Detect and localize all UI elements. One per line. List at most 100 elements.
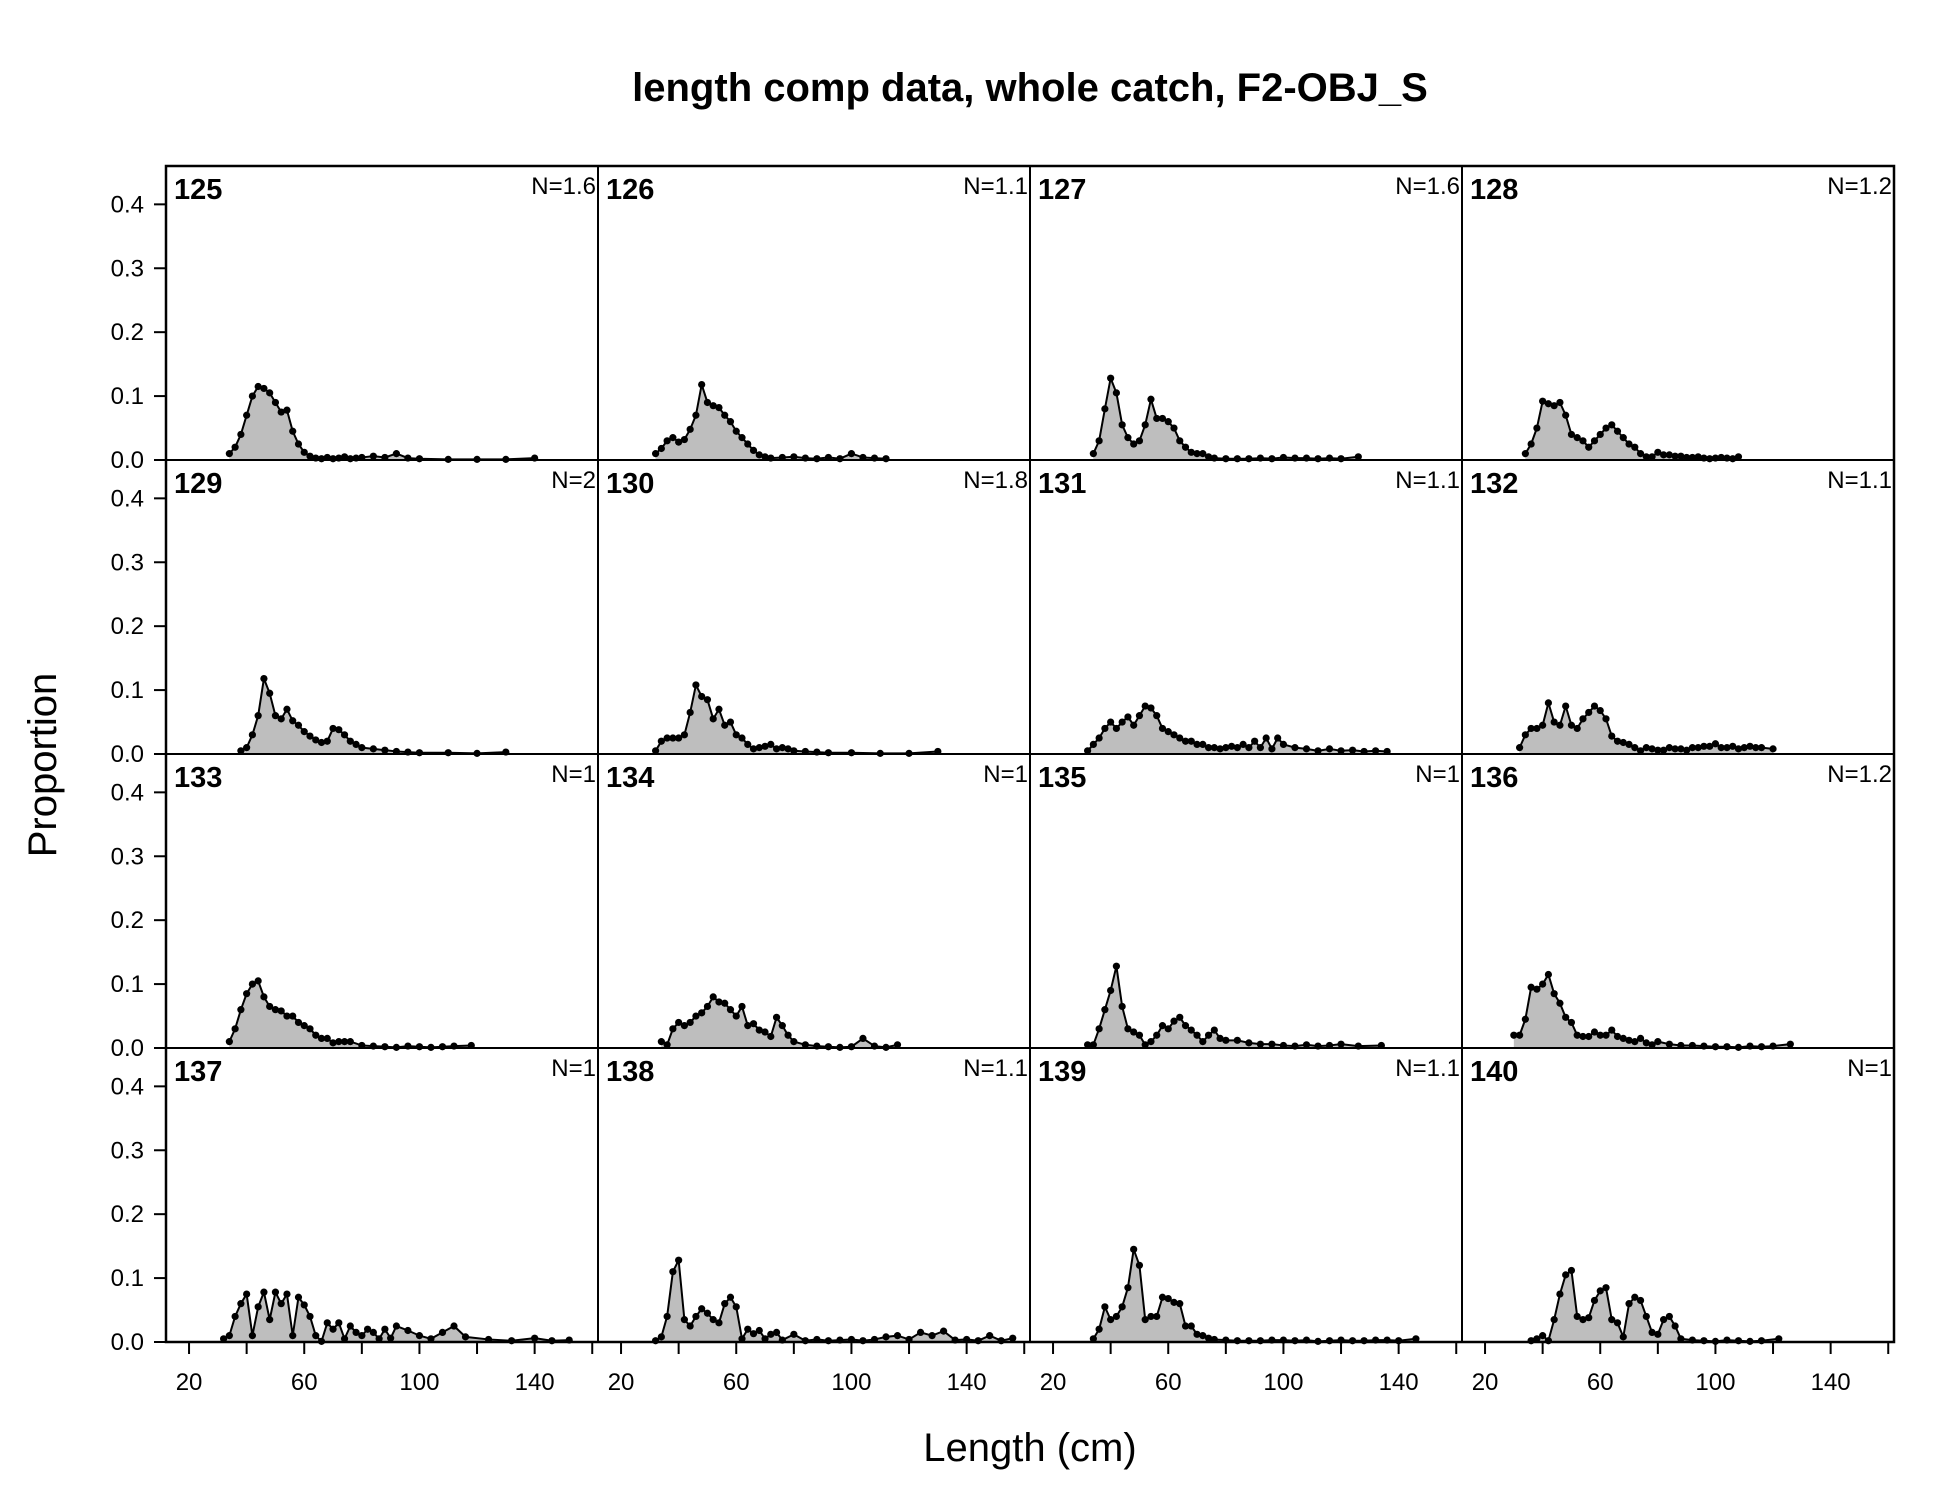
point-131-22 — [1210, 744, 1218, 752]
y-tick-label: 0.2 — [111, 319, 144, 346]
point-139-18 — [1193, 1330, 1201, 1338]
point-129-3 — [254, 712, 262, 720]
point-131-35 — [1291, 744, 1299, 752]
point-129-5 — [266, 689, 274, 697]
point-133-9 — [277, 1007, 285, 1015]
point-128-24 — [1660, 451, 1668, 459]
point-139-3 — [1107, 1316, 1115, 1324]
point-129-8 — [283, 705, 291, 713]
point-129-4 — [260, 674, 268, 683]
point-133-16 — [317, 1034, 326, 1043]
point-126-26 — [836, 455, 844, 463]
point-131-26 — [1233, 744, 1241, 752]
point-138-42 — [1009, 1334, 1017, 1342]
area-fill-131 — [1087, 706, 1388, 754]
point-140-8 — [1573, 1312, 1581, 1321]
point-125-10 — [283, 406, 291, 414]
point-128-18 — [1625, 440, 1633, 448]
point-139-2 — [1101, 1303, 1109, 1311]
area-fill-126 — [655, 384, 886, 460]
x-tick-label: 20 — [1040, 1369, 1067, 1396]
point-137-31 — [404, 1326, 412, 1335]
point-128-6 — [1556, 398, 1564, 407]
y-tick-label: 0.1 — [111, 1265, 144, 1292]
point-136-17 — [1608, 1026, 1616, 1034]
point-137-18 — [323, 1319, 331, 1327]
x-tick-label: 100 — [831, 1369, 871, 1396]
point-128-9 — [1573, 434, 1581, 442]
point-128-3 — [1539, 397, 1547, 405]
point-131-30 — [1256, 744, 1264, 752]
panel-125: 125 N=1.6 — [165, 165, 599, 463]
point-140-2 — [1539, 1332, 1547, 1340]
point-137-26 — [369, 1328, 377, 1337]
point-125-8 — [271, 398, 280, 407]
point-137-16 — [312, 1332, 320, 1340]
point-137-14 — [300, 1301, 308, 1309]
point-140-22 — [1654, 1330, 1662, 1338]
point-132-8 — [1562, 702, 1570, 710]
point-127-10 — [1147, 395, 1155, 403]
point-132-3 — [1533, 724, 1541, 733]
point-128-16 — [1613, 427, 1622, 435]
point-129-20 — [352, 740, 360, 749]
x-tick-label: 140 — [1379, 1369, 1419, 1396]
point-136-6 — [1544, 970, 1552, 979]
point-139-16 — [1181, 1322, 1190, 1330]
point-127-24 — [1245, 455, 1253, 463]
point-136-2 — [1521, 1015, 1529, 1023]
point-138-7 — [692, 1312, 700, 1321]
point-130-10 — [709, 715, 717, 723]
point-139-11 — [1153, 1312, 1161, 1321]
point-128-19 — [1631, 443, 1639, 451]
point-134-9 — [709, 993, 717, 1001]
point-140-17 — [1625, 1300, 1633, 1308]
point-133-8 — [271, 1006, 280, 1014]
point-126-24 — [813, 455, 821, 463]
point-135-24 — [1222, 1036, 1230, 1044]
point-128-7 — [1562, 411, 1570, 419]
point-127-30 — [1314, 455, 1322, 463]
point-140-19 — [1636, 1296, 1645, 1305]
point-131-34 — [1279, 740, 1288, 749]
panel-frame-139 — [1029, 1047, 1463, 1343]
point-135-9 — [1135, 1031, 1144, 1039]
point-132-39 — [1740, 744, 1748, 752]
point-137-32 — [415, 1332, 424, 1340]
point-125-20 — [340, 453, 349, 461]
point-128-1 — [1527, 440, 1535, 448]
y-tick-label: 0.2 — [111, 1201, 144, 1228]
axes-layer: 0.0 0.1 0.2 0.3 0.4 0.0 0.1 0.2 0.3 0.4 0.0 0.1 0.2 0… — [111, 164, 1896, 1396]
point-140-25 — [1671, 1322, 1679, 1330]
point-135-1 — [1089, 1041, 1097, 1049]
point-140-4 — [1550, 1316, 1558, 1324]
point-139-38 — [1412, 1335, 1420, 1343]
panel-id-label: 131 — [1038, 468, 1086, 500]
point-135-22 — [1210, 1026, 1218, 1034]
x-tick-label: 20 — [608, 1369, 635, 1396]
panel-n-label: N=1 — [1847, 1055, 1892, 1082]
point-140-21 — [1648, 1328, 1656, 1337]
point-140-18 — [1631, 1293, 1639, 1301]
area-fill-139 — [1093, 1249, 1416, 1342]
point-127-13 — [1164, 418, 1172, 426]
point-132-19 — [1625, 740, 1633, 749]
point-138-9 — [703, 1309, 712, 1317]
point-129-13 — [312, 736, 320, 744]
point-133-2 — [237, 1006, 245, 1014]
point-135-19 — [1193, 1031, 1201, 1039]
area-fill-140 — [1531, 1270, 1779, 1342]
point-133-3 — [243, 990, 251, 998]
point-126-22 — [790, 453, 798, 461]
point-132-33 — [1706, 742, 1714, 750]
point-133-6 — [260, 993, 268, 1001]
point-128-11 — [1585, 443, 1593, 451]
point-130-9 — [703, 696, 712, 704]
point-136-20 — [1625, 1036, 1633, 1044]
x-tick-label: 100 — [1695, 1369, 1735, 1396]
point-131-2 — [1095, 734, 1103, 742]
point-128-25 — [1665, 451, 1673, 459]
point-131-31 — [1262, 734, 1270, 742]
x-tick-label: 60 — [723, 1369, 750, 1396]
point-139-8 — [1135, 1261, 1144, 1269]
